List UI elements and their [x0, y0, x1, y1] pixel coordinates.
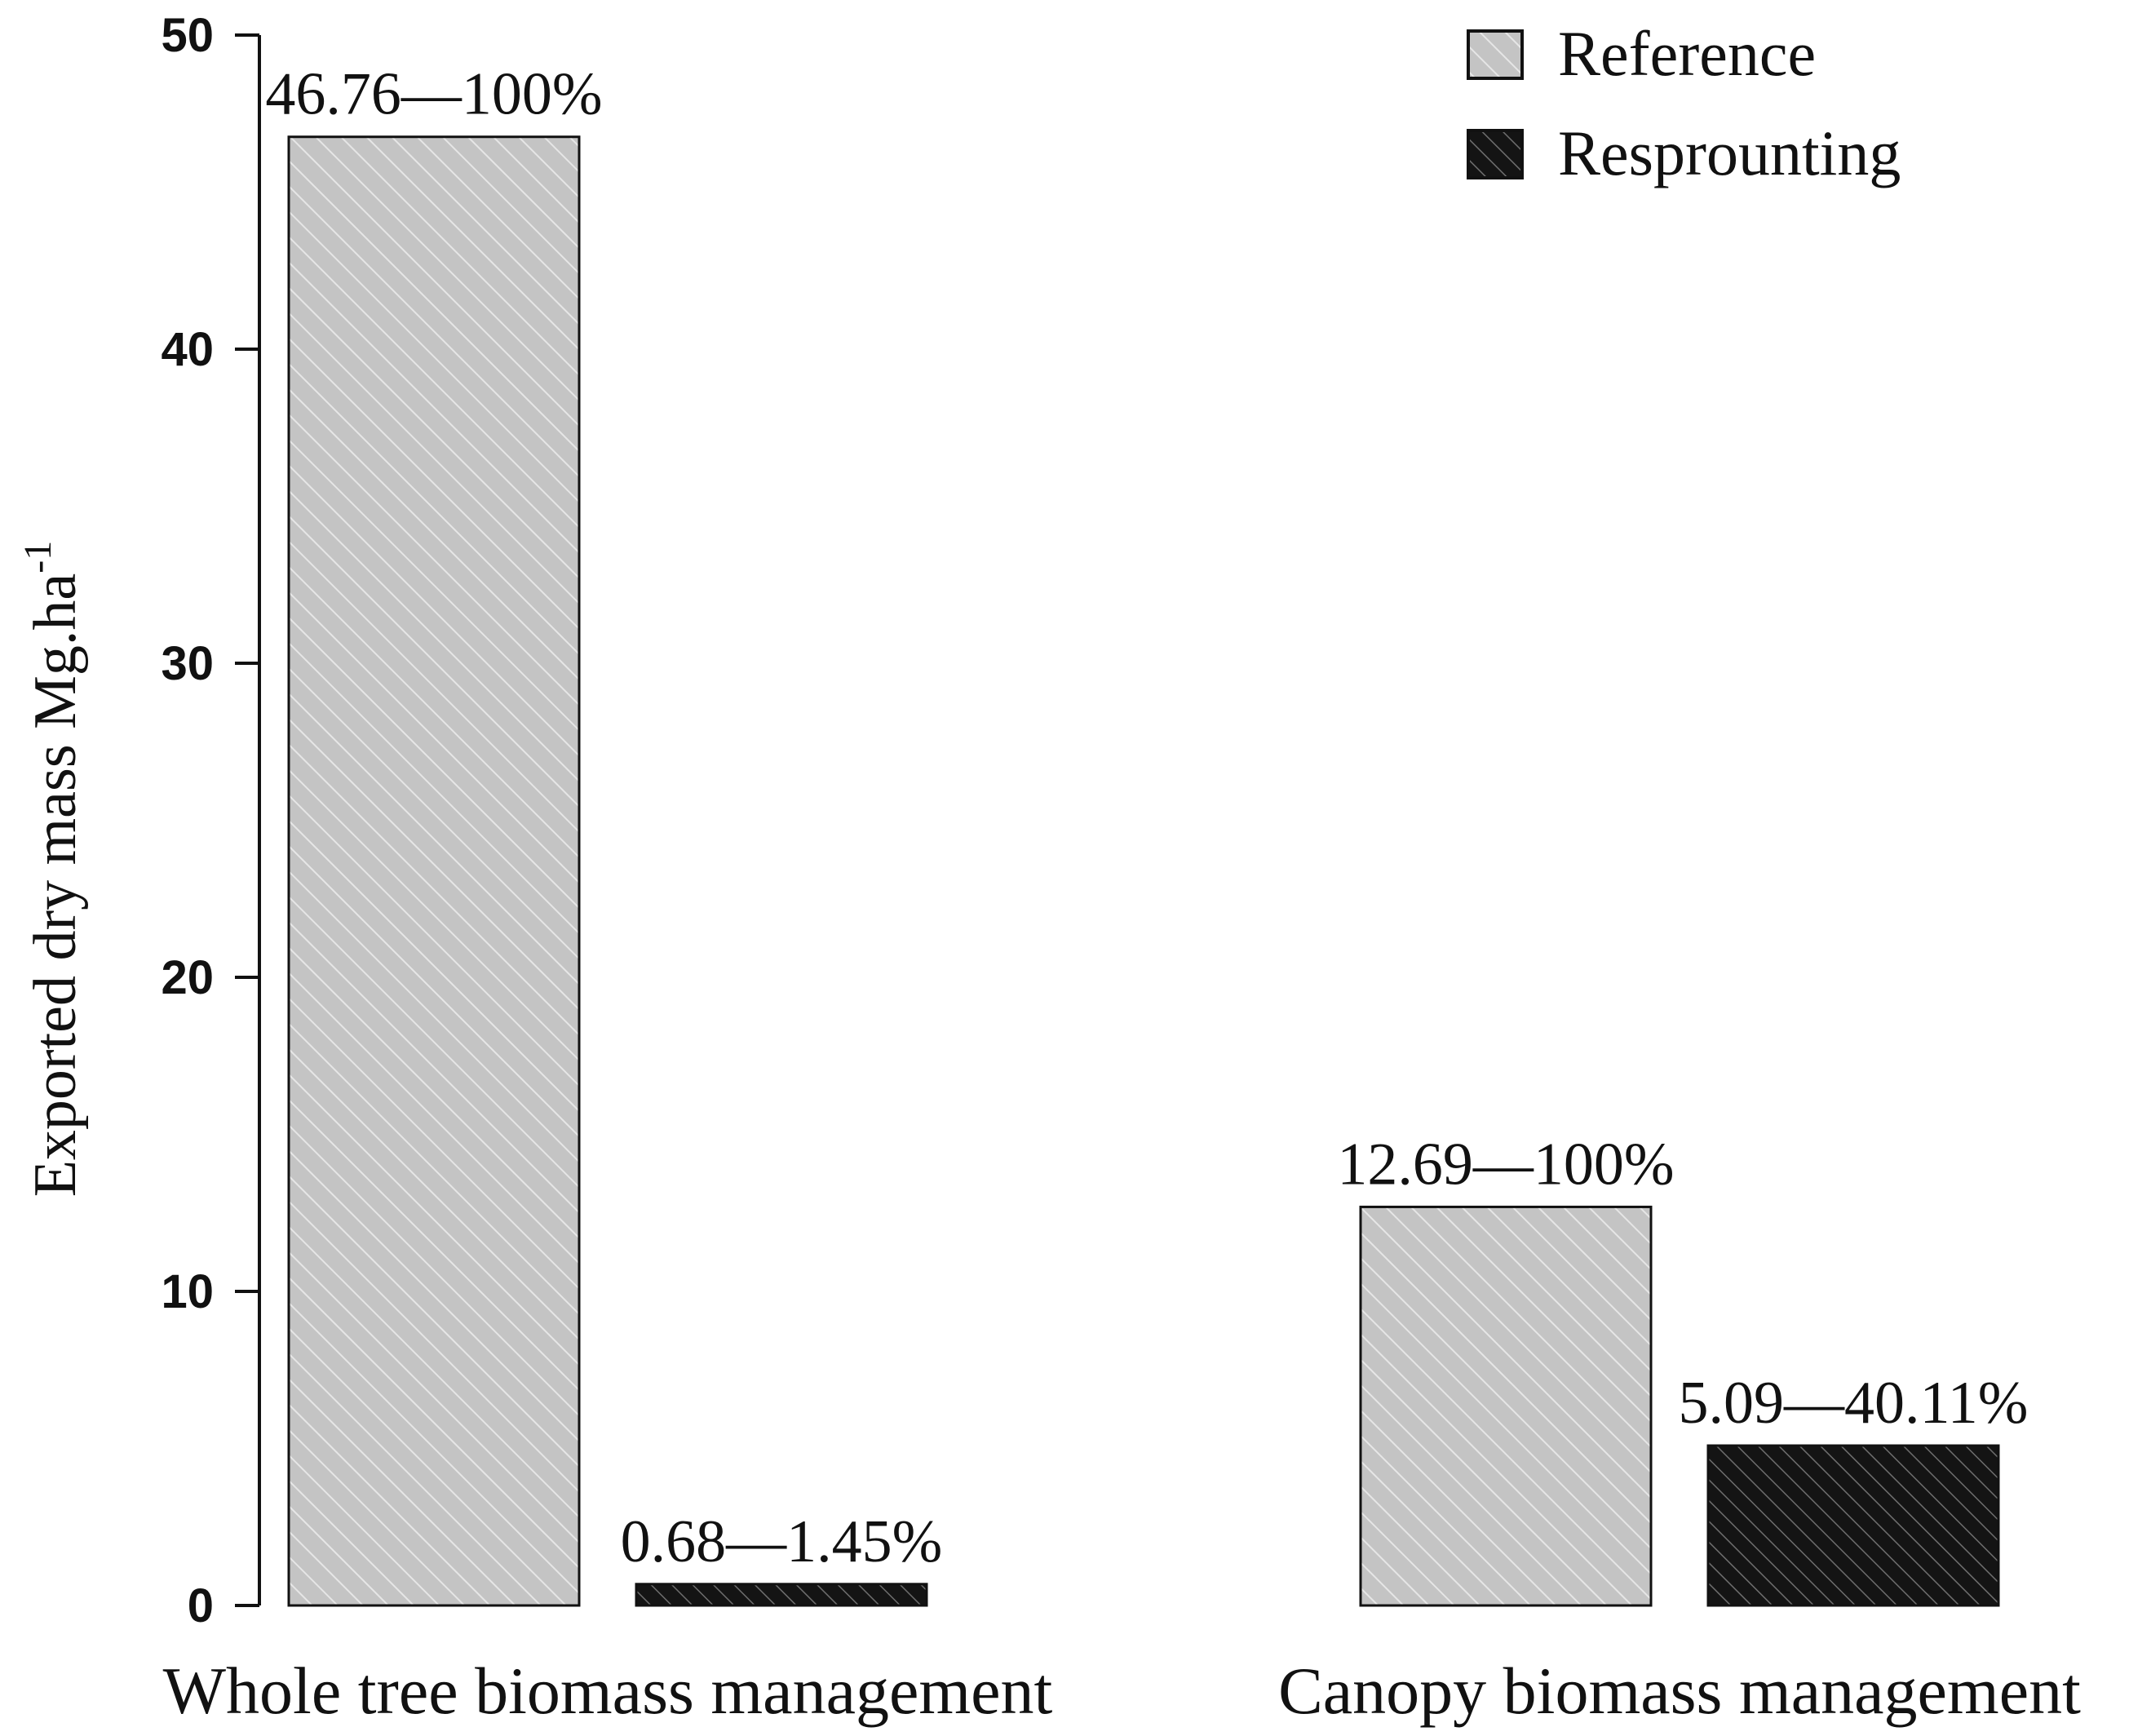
- y-tick-label-0: 0: [188, 1579, 214, 1632]
- legend-swatch-resprounting: [1467, 129, 1524, 179]
- y-tick-label-10: 10: [161, 1265, 214, 1318]
- bars-group: 46.76—100% 0.68—1.45% 12.69—100% 5.09—40.11…: [265, 61, 2029, 1607]
- x-category-label-canopy: Canopy biomass management: [1278, 1654, 2081, 1728]
- bar-resprounting-whole-tree: [635, 1583, 928, 1607]
- y-axis-label-main: Exported dry mass Mg.ha: [22, 574, 89, 1198]
- legend: Reference Resprounting: [1467, 18, 1901, 188]
- x-category-label-whole-tree: Whole tree biomass management: [163, 1654, 1053, 1728]
- y-axis-label: Exported dry mass Mg.ha-1: [16, 541, 89, 1198]
- data-label-resprounting-whole-tree: 0.68—1.45%: [621, 1508, 943, 1575]
- legend-label-reference: Reference: [1558, 18, 1816, 89]
- legend-swatch-reference: [1467, 29, 1524, 80]
- y-tick-label-50: 50: [161, 9, 214, 62]
- bar-reference-whole-tree: [287, 135, 581, 1607]
- y-axis-ticks: 0 10 20 30 40 50: [161, 9, 259, 1632]
- y-tick-label-40: 40: [161, 323, 214, 376]
- bar-resprounting-canopy: [1706, 1444, 2000, 1607]
- y-axis-label-superscript: -1: [16, 541, 60, 574]
- legend-label-resprounting: Resprounting: [1558, 117, 1901, 188]
- y-tick-label-20: 20: [161, 951, 214, 1004]
- data-label-resprounting-canopy: 5.09—40.11%: [1679, 1370, 2029, 1437]
- data-label-reference-whole-tree: 46.76—100%: [265, 61, 602, 128]
- data-label-reference-canopy: 12.69—100%: [1337, 1131, 1674, 1198]
- y-tick-label-30: 30: [161, 637, 214, 690]
- category-labels: Whole tree biomass management Canopy biom…: [163, 1654, 2081, 1728]
- bar-reference-canopy: [1359, 1205, 1653, 1607]
